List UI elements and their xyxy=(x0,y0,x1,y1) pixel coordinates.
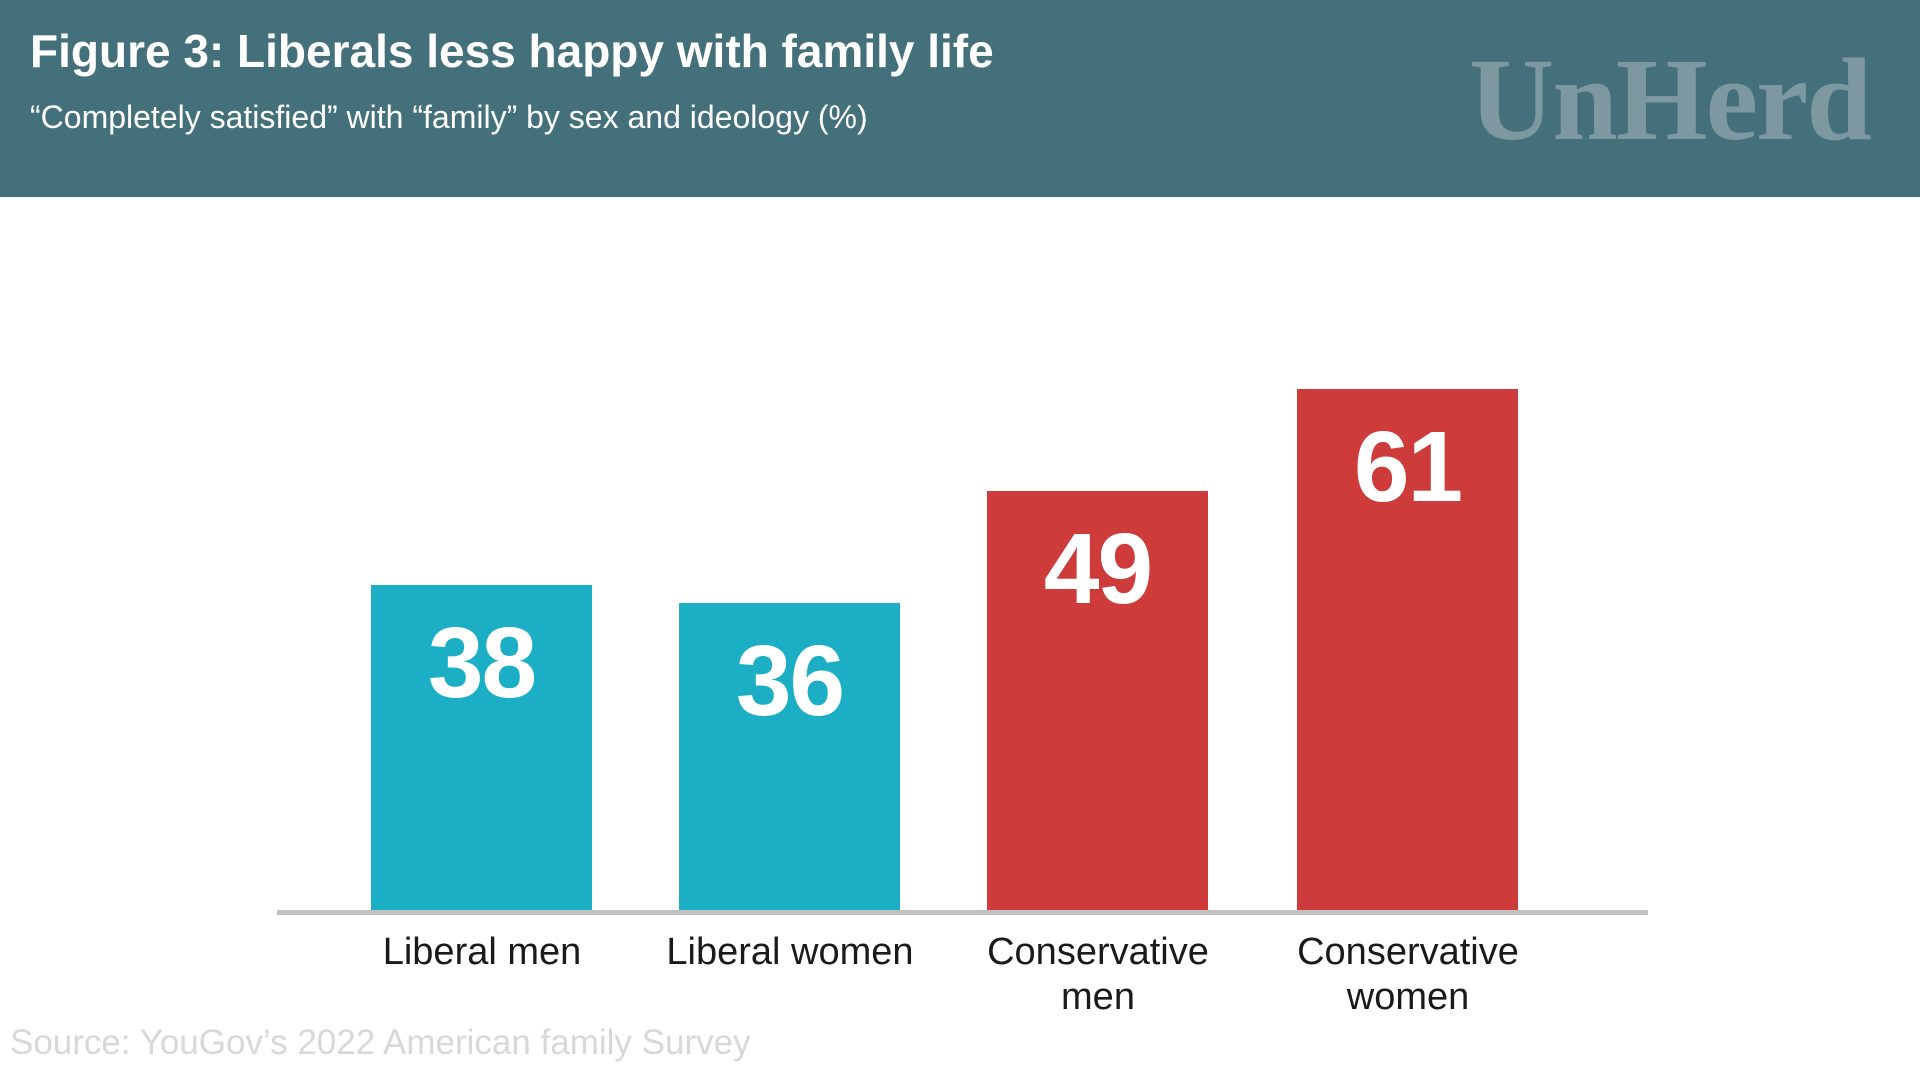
bar-value-liberal-men: 38 xyxy=(427,607,537,719)
figure-title: Figure 3: Liberals less happy with famil… xyxy=(30,25,994,77)
bar-conservative-women: 61 xyxy=(1297,389,1518,910)
x-axis-line xyxy=(277,910,1648,915)
unherd-logo: UnHerd xyxy=(1469,34,1872,165)
category-label-conservative-men: Conservative men xyxy=(987,931,1209,1018)
category-label-conservative-women: Conservative women xyxy=(1297,931,1519,1018)
figure-subtitle: “Completely satisfied” with “family” by … xyxy=(30,99,868,135)
category-label-liberal-women: Liberal women xyxy=(666,931,914,973)
bar-value-conservative-men: 49 xyxy=(1043,513,1153,625)
category-label-liberal-men: Liberal men xyxy=(382,931,582,973)
bar-conservative-men: 49 xyxy=(987,491,1208,910)
header: Figure 3: Liberals less happy with famil… xyxy=(0,0,1920,197)
source-note: Source: YouGov’s 2022 American family Su… xyxy=(10,1023,751,1062)
bar-value-conservative-women: 61 xyxy=(1353,411,1463,523)
bar-value-liberal-women: 36 xyxy=(735,625,845,737)
plot-area: 38 36 49 61 Liberal men Liberal women Co… xyxy=(0,197,1920,1080)
bar-liberal-men: 38 xyxy=(371,585,592,910)
bar-liberal-women: 36 xyxy=(679,603,900,910)
